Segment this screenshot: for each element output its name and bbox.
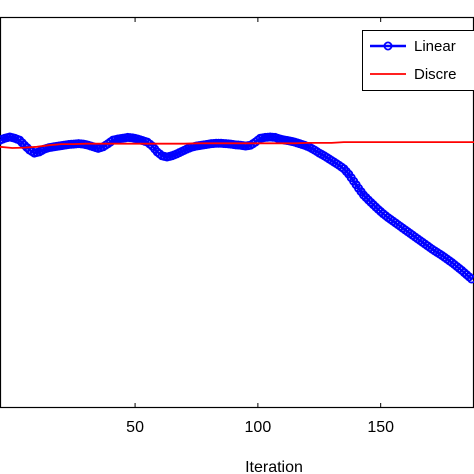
data-point bbox=[20, 140, 30, 150]
data-point bbox=[0, 135, 5, 145]
series-line-discre bbox=[0, 141, 474, 149]
legend-label: Discre bbox=[414, 66, 457, 83]
legend-label: Linear bbox=[414, 38, 456, 55]
x-tick-label: 150 bbox=[367, 419, 394, 436]
data-point bbox=[467, 274, 474, 284]
legend-box bbox=[362, 30, 474, 91]
series-group bbox=[0, 132, 474, 284]
data-point bbox=[371, 202, 381, 212]
x-tick-label: 50 bbox=[126, 419, 144, 436]
data-point bbox=[361, 192, 371, 202]
legend-swatch-marker bbox=[383, 41, 393, 51]
data-point bbox=[358, 190, 368, 200]
data-point bbox=[363, 195, 373, 205]
series-line-linear bbox=[0, 135, 473, 280]
x-tick-label: 100 bbox=[245, 419, 272, 436]
data-point bbox=[15, 135, 25, 145]
data-point bbox=[366, 197, 376, 207]
x-axis-label: Iteration bbox=[245, 459, 303, 474]
data-point bbox=[17, 138, 27, 148]
data-point bbox=[368, 200, 378, 210]
